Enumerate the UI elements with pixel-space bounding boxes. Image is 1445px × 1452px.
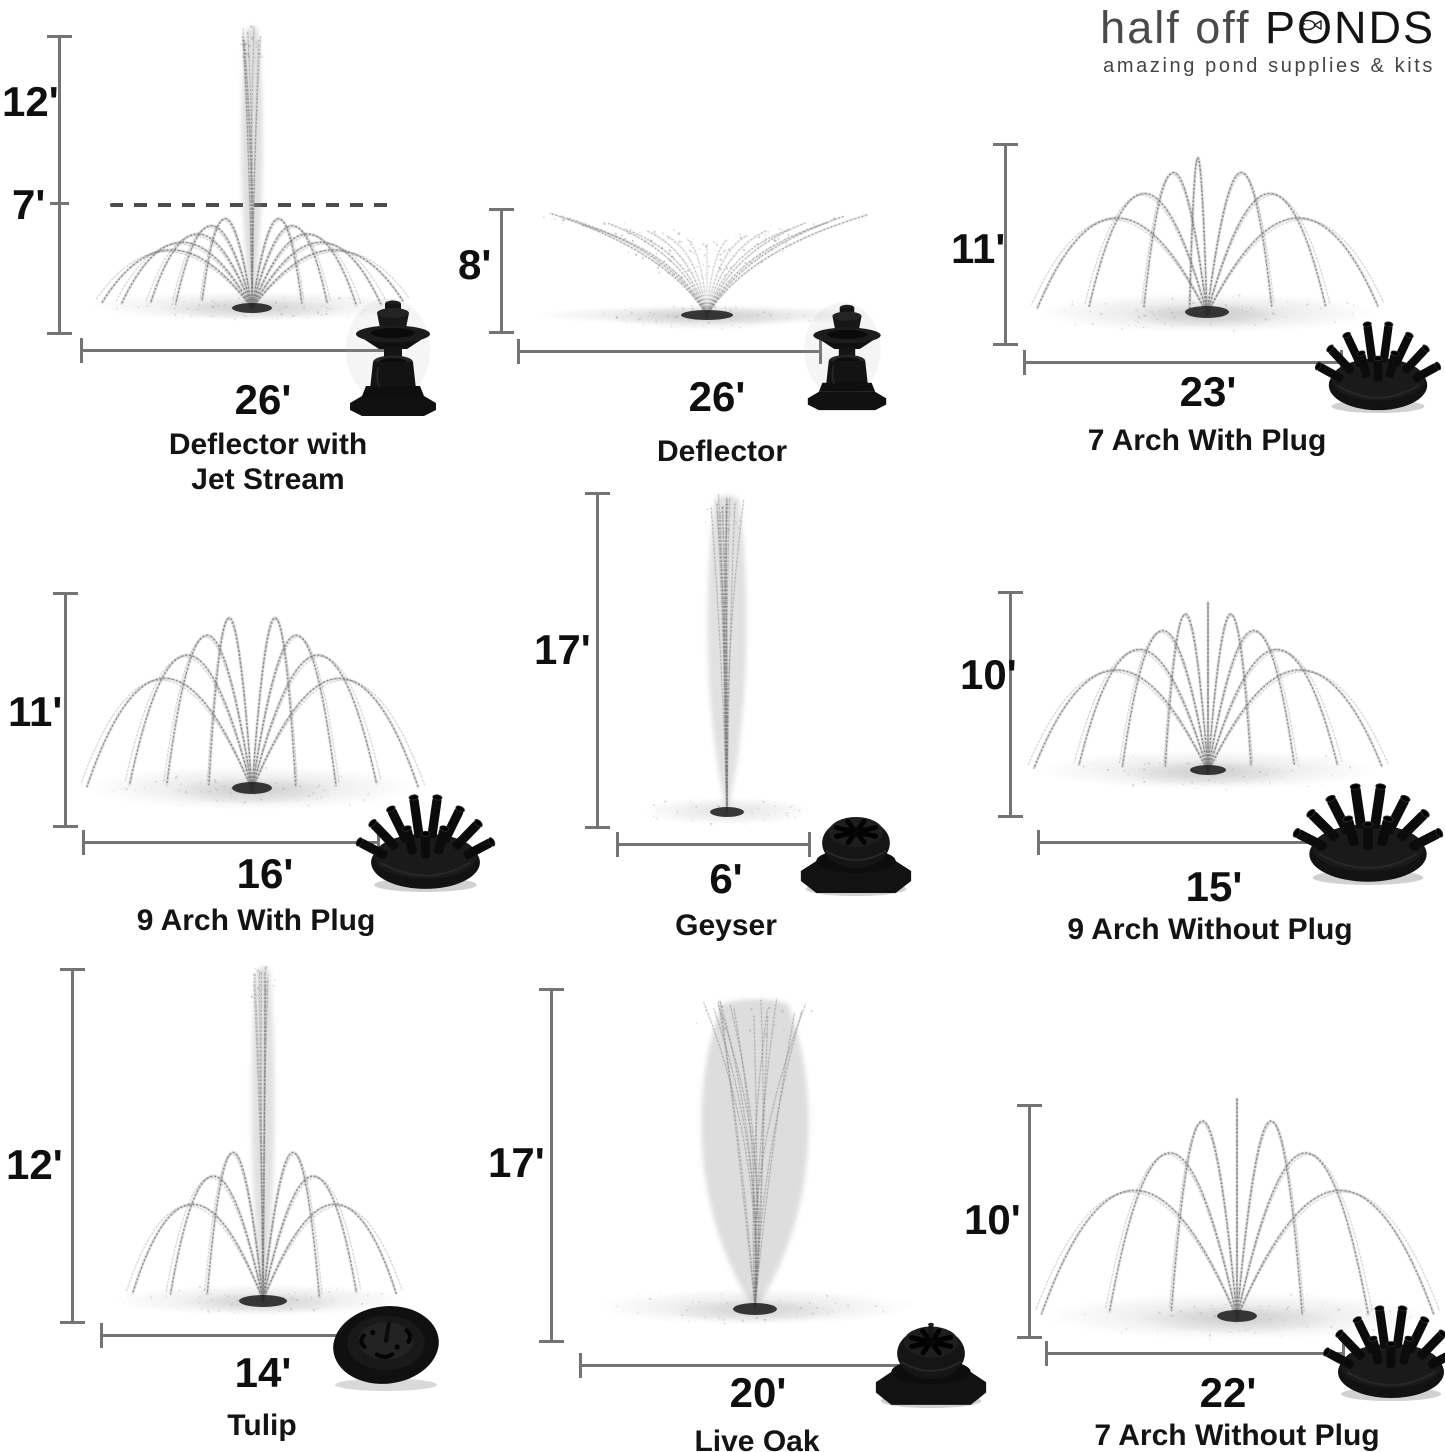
seven-foot-dashed-line <box>110 203 397 207</box>
width-ruler <box>1045 1341 1345 1366</box>
fountain-spray-illustration <box>597 997 913 1325</box>
fish-icon <box>1299 19 1322 31</box>
height-label: 11' <box>8 688 63 735</box>
width-ruler <box>1037 830 1337 855</box>
slotted-cap-nozzle-photo <box>875 1322 987 1409</box>
multi-arm-nozzle-photo <box>1323 1305 1445 1401</box>
height-label: 11' <box>951 225 1006 272</box>
logo-title-bold: PONDS <box>1264 2 1435 53</box>
width-ruler <box>82 830 380 855</box>
height-ruler <box>539 988 564 1343</box>
multi-arm-nozzle-photo <box>1314 321 1442 414</box>
height-ruler <box>60 968 85 1324</box>
width-label: 14' <box>234 1349 292 1396</box>
slotted-cap-nozzle-photo <box>800 817 912 896</box>
width-ruler <box>579 1353 909 1378</box>
width-label: 16' <box>236 850 294 897</box>
height-ruler <box>585 492 610 829</box>
height-label: 17' <box>488 1139 545 1186</box>
fountain-name-label: Deflector <box>656 435 788 468</box>
width-label: 20' <box>729 1369 787 1416</box>
height-label: 17' <box>534 626 591 673</box>
height-label: 12' <box>6 1141 63 1188</box>
logo-tagline: amazing pond supplies & kits <box>1103 55 1435 77</box>
fountain-name-label: 7 Arch With Plug <box>1087 424 1327 457</box>
height-ruler <box>53 592 78 828</box>
width-label: 26' <box>234 376 292 423</box>
height-ruler <box>1017 1104 1042 1339</box>
tulip-disc-nozzle-photo <box>333 1306 439 1391</box>
halfoff-ponds-logo: half off PONDS amazing pond supplies & k… <box>1055 2 1435 78</box>
logo-title: half off PONDS <box>1055 2 1435 54</box>
fountain-spray-illustration <box>79 615 426 810</box>
height-ruler <box>47 35 72 335</box>
fountain-name-label: Tulip <box>227 1409 297 1442</box>
width-label: 26' <box>688 373 746 420</box>
deflector-nozzle-photo <box>804 302 887 411</box>
width-ruler <box>1023 350 1343 375</box>
height-label: 10' <box>960 651 1017 698</box>
width-label: 23' <box>1179 368 1237 415</box>
fountain-spray-illustration <box>643 493 811 826</box>
fountain-name-label: Live Oak <box>694 1425 820 1452</box>
width-ruler <box>80 338 390 363</box>
fountain-spray-illustration <box>1030 156 1385 333</box>
fountain-name-label: 9 Arch Without Plug <box>1067 913 1353 946</box>
secondary-height-label: 7' <box>12 181 46 228</box>
fountain-name-label: Deflector with Jet Stream <box>168 428 368 497</box>
width-ruler <box>517 339 822 364</box>
fountain-spray-illustration <box>1026 600 1390 791</box>
height-ruler <box>993 143 1018 346</box>
width-ruler <box>100 1323 350 1348</box>
fountain-spray-illustration <box>115 965 411 1316</box>
fountain-name-label: 7 Arch Without Plug <box>1094 1419 1380 1452</box>
height-label: 8' <box>458 241 492 288</box>
fountain-spray-illustration <box>535 211 879 330</box>
height-label: 12' <box>2 78 59 125</box>
fountain-spray-illustration <box>1034 1096 1441 1341</box>
height-ruler <box>489 208 514 334</box>
logo-title-light: half off <box>1100 2 1251 53</box>
fountain-spray-illustration <box>90 25 414 321</box>
width-label: 22' <box>1199 1369 1257 1416</box>
height-ruler <box>998 591 1023 818</box>
width-label: 6' <box>709 855 743 902</box>
multi-arm-nozzle-photo <box>355 794 496 892</box>
deflector-nozzle-photo <box>346 298 436 416</box>
height-label: 10' <box>964 1196 1021 1243</box>
fountain-name-label: 9 Arch With Plug <box>136 904 376 937</box>
fountain-name-label: Geyser <box>675 909 777 942</box>
multi-arm-nozzle-photo <box>1292 783 1444 885</box>
width-ruler <box>616 832 811 857</box>
width-label: 15' <box>1185 863 1243 910</box>
